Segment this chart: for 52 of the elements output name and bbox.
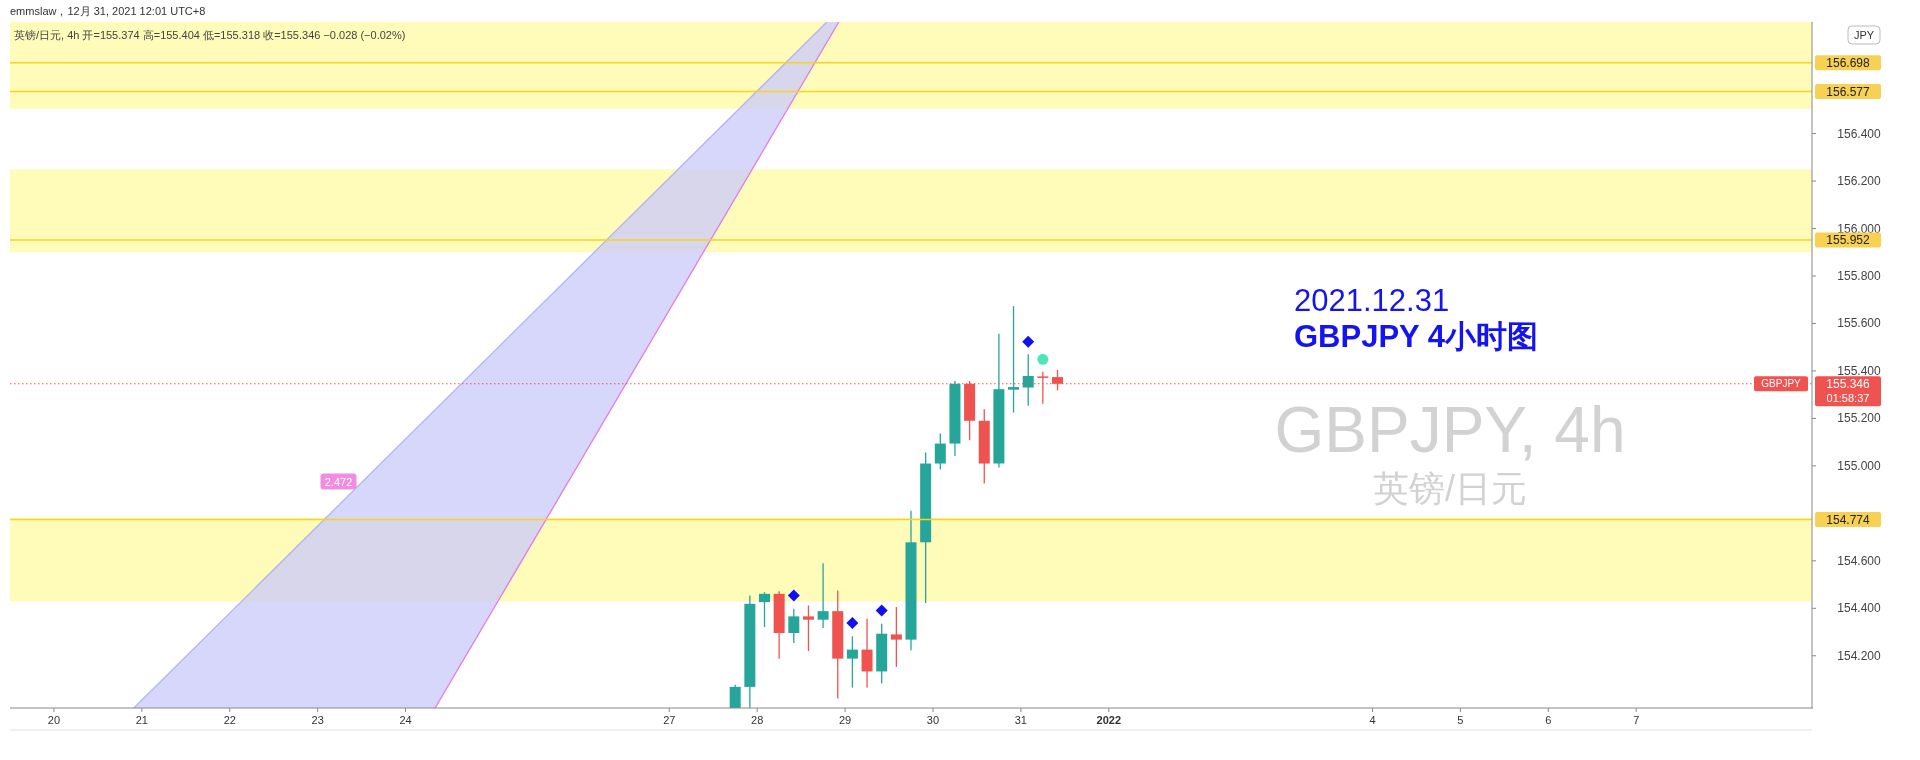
y-tick-label: 155.600 bbox=[1837, 316, 1882, 331]
y-axis-title: JPY bbox=[1853, 29, 1875, 41]
candlestick bbox=[788, 608, 800, 644]
candlestick bbox=[759, 591, 770, 628]
y-tick-label: 154.200 bbox=[1837, 648, 1882, 663]
x-tick-label: 24 bbox=[399, 714, 412, 726]
y-tick-label: 155.200 bbox=[1837, 411, 1882, 426]
y-tick-label: 156.400 bbox=[1837, 126, 1882, 141]
x-tick-label: 20 bbox=[47, 714, 61, 726]
ref-line-label: 156.698 bbox=[1826, 55, 1871, 70]
point bbox=[875, 604, 888, 617]
x-tick-label: 7 bbox=[1633, 714, 1640, 726]
candlestick bbox=[1022, 353, 1034, 407]
x-tick-label: 22 bbox=[223, 714, 236, 726]
point bbox=[787, 589, 800, 602]
candlestick bbox=[846, 635, 858, 689]
candlestick bbox=[890, 606, 902, 668]
ref-line-label: 154.774 bbox=[1826, 512, 1871, 527]
text: emmslaw，12月 31, 2021 12:01 UTC+8 bbox=[10, 5, 206, 17]
x-tick-label: 21 bbox=[135, 714, 148, 726]
annotation: GBPJPY bbox=[1761, 378, 1802, 390]
x-tick-label: 5 bbox=[1457, 714, 1464, 726]
candlestick bbox=[817, 562, 829, 629]
candlestick bbox=[861, 618, 873, 689]
point bbox=[1037, 353, 1049, 365]
point bbox=[846, 617, 859, 630]
x-tick-label: 23 bbox=[311, 714, 324, 726]
x-tick-label: 4 bbox=[1369, 714, 1376, 726]
y-tick-label: 155.000 bbox=[1837, 458, 1882, 473]
x-tick-label: 31 bbox=[1014, 714, 1027, 726]
x-tick-label: 27 bbox=[663, 714, 676, 726]
y-tick-label: 155.400 bbox=[1837, 363, 1882, 378]
x-tick-label: 2022 bbox=[1096, 714, 1122, 726]
text: GBPJPY 4小时图 bbox=[1294, 318, 1539, 354]
x-tick-label: 29 bbox=[838, 714, 852, 726]
candlestick bbox=[934, 432, 946, 470]
x-tick-label: 28 bbox=[751, 714, 764, 726]
x-tick-label: 30 bbox=[926, 714, 940, 726]
candlestick bbox=[802, 604, 814, 652]
y-tick-label: 155.800 bbox=[1837, 268, 1882, 283]
y-tick-label: 154.600 bbox=[1837, 553, 1882, 568]
y-tick-label: 156.200 bbox=[1837, 174, 1882, 189]
point bbox=[1022, 335, 1035, 348]
text: 2021.12.31 bbox=[1294, 282, 1450, 318]
y-tick-label: 154.400 bbox=[1837, 601, 1882, 616]
text: 01:58:37 bbox=[1826, 391, 1870, 404]
annotation: 2.472 bbox=[324, 475, 353, 488]
ref-line-label: 156.577 bbox=[1826, 84, 1871, 99]
annotation: 英镑/日元, 4h 开=155.374 高=155.404 低=155.318 收=155.346 −0.028 (−0.02%) bbox=[14, 29, 406, 41]
ref-line-label: 155.346 bbox=[1826, 376, 1871, 391]
x-tick-label: 6 bbox=[1545, 714, 1552, 726]
candlestick bbox=[1008, 305, 1020, 414]
